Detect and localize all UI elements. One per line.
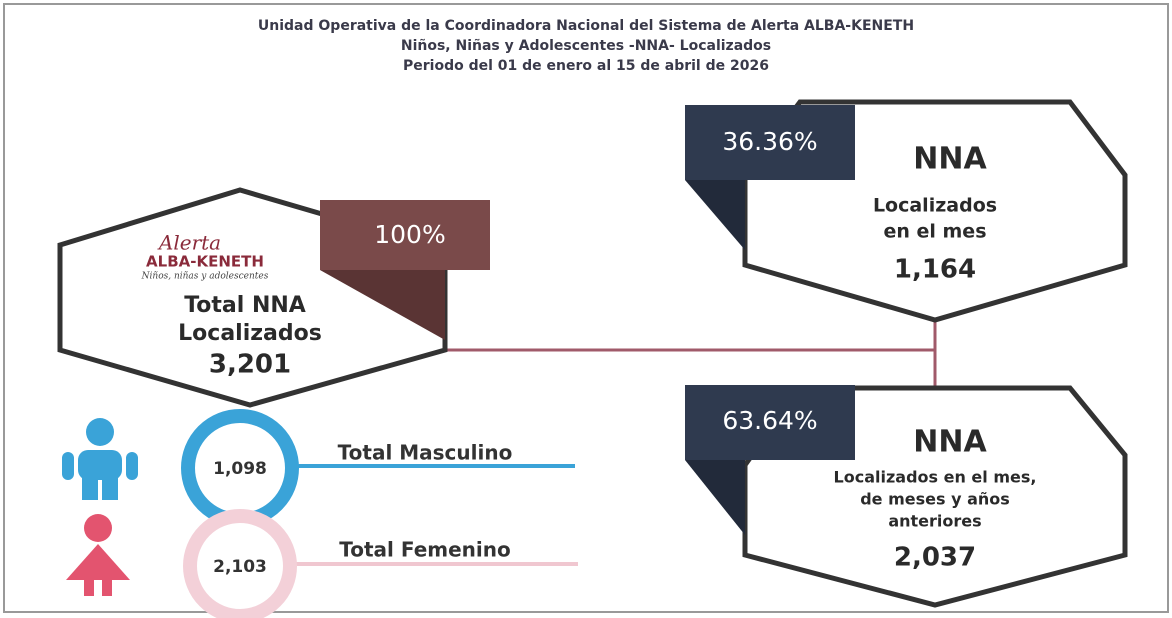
badge — [320, 200, 490, 270]
male-icon — [62, 418, 138, 500]
frame — [3, 3, 1169, 613]
header-line: Unidad Operativa de la Coordinadora Naci… — [258, 18, 914, 34]
label: en el mes — [883, 221, 986, 243]
title: NNA — [913, 425, 987, 460]
female-value: 2,103 — [213, 557, 267, 577]
badge-text: 63.64% — [722, 406, 817, 435]
connector — [445, 318, 937, 388]
value: 3,201 — [209, 350, 291, 380]
value: 1,164 — [894, 255, 976, 285]
female-icon — [66, 514, 130, 596]
label: Localizados — [178, 321, 322, 346]
male-label: Total Masculino — [338, 441, 513, 465]
male-value: 1,098 — [213, 459, 267, 479]
badge-text: 100% — [374, 220, 445, 249]
badge — [685, 105, 855, 180]
badge-fold — [685, 460, 745, 535]
title: NNA — [913, 142, 987, 177]
female-ring — [183, 509, 297, 618]
header-line: Periodo del 01 de enero al 15 de abril d… — [403, 58, 769, 74]
female-label: Total Femenino — [339, 538, 511, 562]
label: de meses y años — [860, 490, 1010, 509]
label: Localizados en el mes, — [834, 468, 1037, 487]
badge — [685, 385, 855, 460]
label: Localizados — [873, 195, 997, 217]
header-line: Niños, Niñas y Adolescentes -NNA- Locali… — [401, 38, 771, 54]
label: anteriores — [888, 512, 981, 531]
badge-text: 36.36% — [722, 127, 817, 156]
label: Total NNA — [184, 293, 306, 318]
logo-tagline: Niños, niñas y adolescentes — [141, 272, 269, 282]
badge-fold — [685, 180, 745, 250]
logo-script: Alerta — [157, 231, 221, 255]
value: 2,037 — [894, 543, 976, 573]
logo-brand: ALBA-KENETH — [146, 253, 264, 271]
badge-fold — [320, 270, 445, 340]
